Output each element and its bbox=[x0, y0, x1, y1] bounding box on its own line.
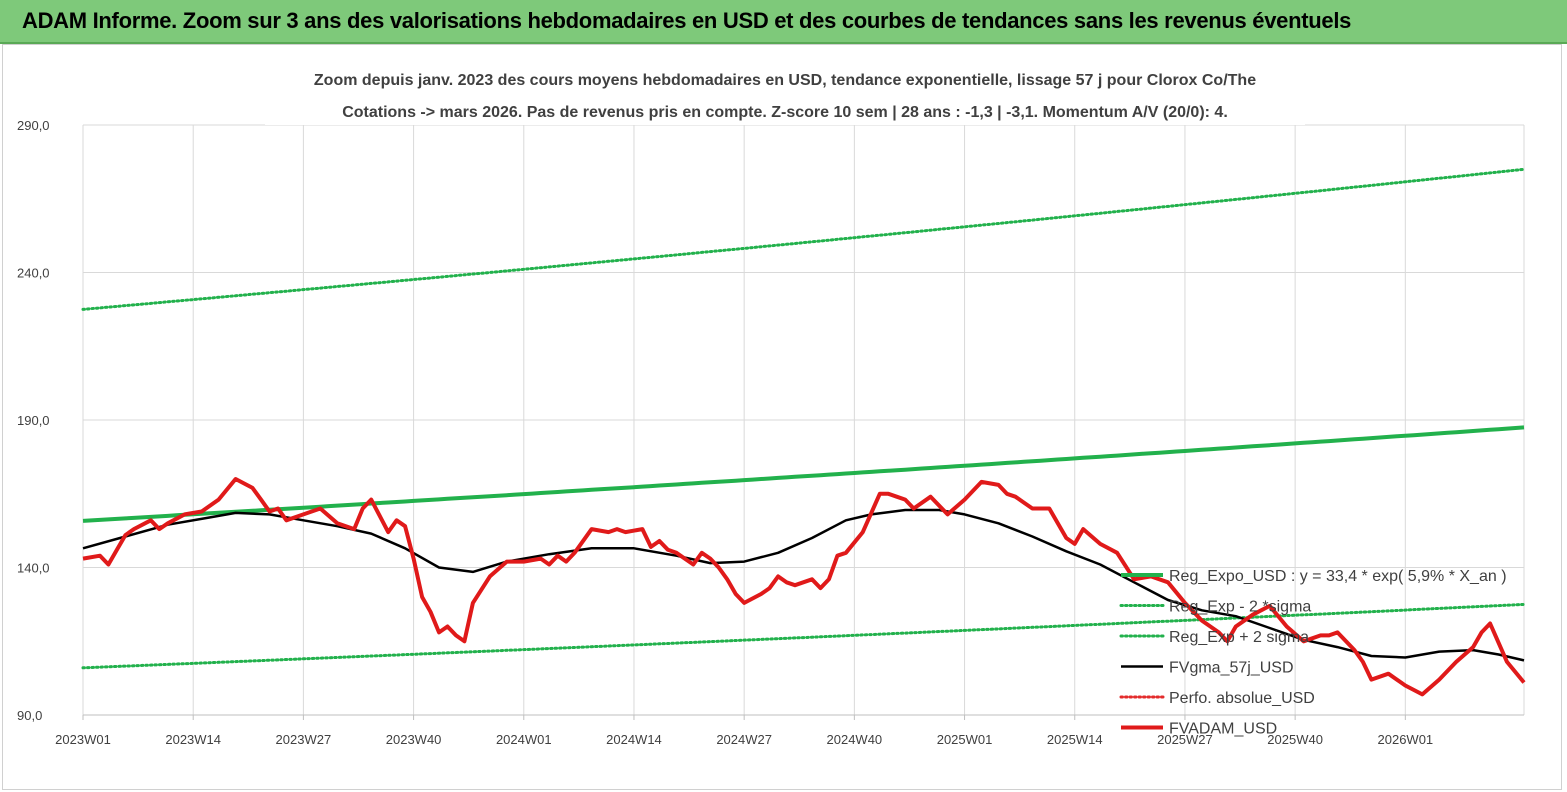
legend-label-5: FVADAM_USD bbox=[1169, 721, 1277, 738]
report-banner: ADAM Informe. Zoom sur 3 ans des valoris… bbox=[0, 0, 1567, 44]
y-tick-label: 90,0 bbox=[17, 708, 42, 723]
chart-legend: Reg_Expo_USD : y = 33,4 * exp( 5,9% * X_… bbox=[1119, 568, 1507, 738]
chart-grid bbox=[82, 124, 1525, 716]
chart-frame: 90,0 140,0 190,0 240,0 290,0 2023W01 2023W14 20… bbox=[2, 44, 1562, 790]
series-line-0 bbox=[82, 425, 1525, 523]
legend-label-3: FVgma_57j_USD bbox=[1169, 660, 1294, 677]
series-line-1 bbox=[81, 602, 1526, 670]
x-tick-label: 2025W01 bbox=[937, 732, 993, 747]
chart-series bbox=[81, 167, 1526, 697]
x-tick-label: 2023W14 bbox=[165, 732, 221, 747]
series-line-2 bbox=[81, 167, 1526, 311]
y-tick-label: 190,0 bbox=[17, 413, 50, 428]
x-tick-label: 2024W01 bbox=[496, 732, 552, 747]
legend-label-4: Perfo. absolue_USD bbox=[1169, 690, 1315, 707]
report-title: ADAM Informe. Zoom sur 3 ans des valoris… bbox=[22, 8, 1352, 33]
subtitle-background bbox=[265, 67, 1305, 125]
chart-subtitle-line1: Zoom depuis janv. 2023 des cours moyens … bbox=[314, 72, 1256, 89]
legend-label-1: Reg_Exp - 2 *sigma bbox=[1169, 599, 1311, 616]
chart-subtitle-line2: Cotations -> mars 2026. Pas de revenus p… bbox=[342, 104, 1228, 121]
series-line-5 bbox=[82, 477, 1526, 697]
x-tick-label: 2026W01 bbox=[1378, 732, 1434, 747]
line-chart: 90,0 140,0 190,0 240,0 290,0 2023W01 2023W14 20… bbox=[17, 67, 1526, 747]
legend-label-0: Reg_Expo_USD : y = 33,4 * exp( 5,9% * X_… bbox=[1169, 568, 1507, 585]
x-tick-label: 2024W27 bbox=[716, 732, 772, 747]
x-tick-label: 2023W01 bbox=[55, 732, 111, 747]
y-tick-label: 140,0 bbox=[17, 561, 50, 576]
x-tick-label: 2025W40 bbox=[1267, 732, 1323, 747]
x-tick-label: 2025W27 bbox=[1157, 732, 1213, 747]
x-tick-label: 2024W14 bbox=[606, 732, 662, 747]
y-tick-label: 240,0 bbox=[17, 266, 50, 281]
chart-axes: 90,0 140,0 190,0 240,0 290,0 2023W01 2023W14 20… bbox=[17, 118, 1524, 747]
y-tick-label: 290,0 bbox=[17, 118, 50, 133]
x-tick-label: 2024W40 bbox=[827, 732, 883, 747]
x-tick-label: 2025W14 bbox=[1047, 732, 1103, 747]
x-tick-label: 2023W40 bbox=[386, 732, 442, 747]
x-tick-label: 2023W27 bbox=[276, 732, 332, 747]
legend-label-2: Reg_Exp + 2 sigma bbox=[1169, 629, 1309, 646]
